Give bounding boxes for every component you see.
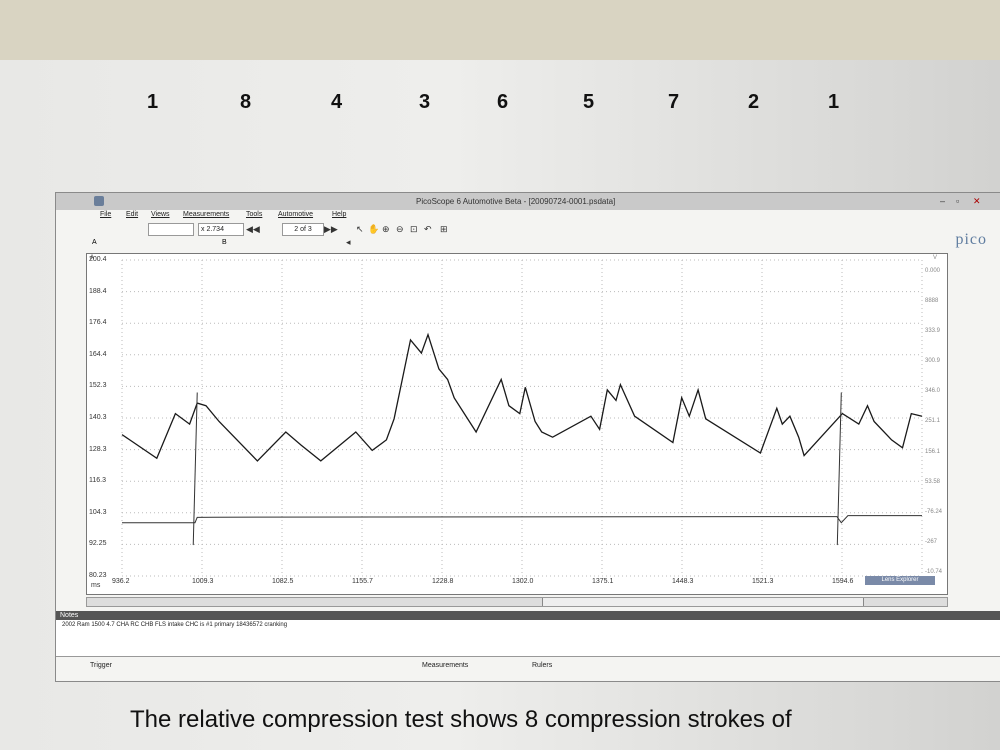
- menu-help[interactable]: Help: [332, 211, 347, 218]
- cylinder-label: 1: [147, 91, 159, 113]
- cylinder-label: 4: [331, 91, 343, 113]
- channel-tool-icon[interactable]: ◂: [346, 237, 351, 247]
- undo-zoom-icon[interactable]: ↶: [424, 224, 432, 234]
- y-axis-tick-label: 140.3: [89, 414, 107, 421]
- menu-views[interactable]: Views: [151, 211, 170, 218]
- series-b-trace: [122, 515, 922, 524]
- zoom-area-icon[interactable]: ⊡: [410, 224, 418, 234]
- timebase-select[interactable]: [148, 223, 194, 236]
- hand-icon[interactable]: ✋: [368, 224, 380, 234]
- menu-bar: File Edit Views Measurements Tools Autom…: [56, 210, 1000, 221]
- horizontal-scrollbar[interactable]: [86, 597, 948, 607]
- app-icon: [94, 196, 104, 206]
- y-axis-tick-label: 164.4: [89, 350, 107, 358]
- x-axis-tick-label: 936.2: [112, 578, 130, 585]
- y-axis-tick-label: 92.25: [89, 540, 107, 548]
- x-axis-tick-label: 1521.3: [752, 578, 774, 585]
- firing-spike: [836, 392, 842, 546]
- cylinder-label: 8: [240, 91, 252, 113]
- right-axis-tick-label: 300.9: [925, 358, 941, 365]
- x-axis-tick-label: 1082.5: [272, 578, 294, 585]
- zoom-field[interactable]: x 2.734: [198, 223, 244, 236]
- menu-tools[interactable]: Tools: [246, 211, 263, 218]
- toolbar: x 2.734 ◀◀ 2 of 3 ▶▶ ↖ ✋ ⊕ ⊖ ⊡ ↶ ⊞: [56, 221, 1000, 237]
- prev-page-icon[interactable]: ◀◀: [246, 224, 260, 234]
- trigger-button[interactable]: Trigger: [90, 662, 112, 669]
- pointer-icon[interactable]: ↖: [356, 224, 364, 234]
- right-axis-tick-label: 156.1: [925, 448, 941, 455]
- cylinder-label: 7: [668, 91, 680, 113]
- notes-panel[interactable]: 2002 Ram 1500 4.7 CHA RC CHB FLS intake …: [56, 620, 1000, 657]
- scope-plot: [121, 259, 923, 577]
- cylinder-label: 5: [583, 91, 595, 113]
- close-icon[interactable]: ✕: [973, 196, 981, 206]
- x-axis-tick-label: 1302.0: [512, 578, 534, 585]
- x-axis-tick-label: 1448.3: [672, 578, 694, 585]
- y-axis-tick-label: 104.3: [89, 508, 107, 516]
- right-axis-tick-label: 251.1: [925, 418, 941, 425]
- title-bar: PicoScope 6 Automotive Beta - [20090724-…: [56, 193, 1000, 210]
- x-unit: ms: [91, 582, 101, 589]
- rulers-button[interactable]: Rulers: [532, 662, 553, 669]
- notes-text: 2002 Ram 1500 4.7 CHA RC CHB FLS intake …: [62, 622, 288, 628]
- series-a-trace: [121, 332, 923, 462]
- y-axis-tick-label: 116.3: [89, 477, 106, 485]
- firing-spike: [192, 392, 198, 546]
- y-axis-tick-label: 188.4: [89, 287, 107, 295]
- y-axis-tick-label: 200.4: [89, 256, 107, 263]
- y-unit: A: [90, 255, 95, 261]
- right-axis-tick-label: -267: [925, 538, 938, 545]
- right-axis-tick-label: 333.9: [925, 328, 941, 335]
- menu-automotive[interactable]: Automotive: [278, 211, 314, 218]
- x-axis-tick-label: 1155.7: [352, 578, 373, 585]
- window-title: PicoScope 6 Automotive Beta - [20090724-…: [416, 197, 616, 206]
- channel-a-button[interactable]: A: [92, 239, 97, 246]
- x-axis-tick-label: 1375.1: [592, 578, 614, 585]
- channel-toolbar: A B ◂: [56, 237, 1000, 251]
- zoom-out-icon[interactable]: ⊖: [396, 224, 404, 234]
- cylinder-label: 6: [497, 91, 509, 113]
- y-axis-tick-label: 152.3: [89, 382, 107, 390]
- menu-edit[interactable]: Edit: [126, 211, 139, 218]
- lens-explorer-button[interactable]: Lens Explorer: [865, 576, 935, 585]
- scope-graph[interactable]: 200.4 188.4 176.4 164.4 152.3 140.3 128.3 116.3…: [86, 253, 948, 595]
- x-axis-tick-label: 1009.3: [192, 578, 214, 585]
- menu-measurements[interactable]: Measurements: [183, 211, 230, 218]
- zoom-in-icon[interactable]: ⊕: [382, 224, 390, 234]
- right-axis-tick-label: 346.0: [925, 388, 941, 395]
- cylinder-label: 1: [828, 91, 840, 113]
- next-page-icon[interactable]: ▶▶: [324, 224, 338, 234]
- maximize-icon[interactable]: ▫: [956, 196, 960, 206]
- right-axis-tick-label: -10.74: [925, 568, 943, 575]
- y-axis-tick-label: 128.3: [89, 445, 107, 453]
- minimize-icon[interactable]: –: [940, 196, 946, 206]
- x-axis-tick-label: 1228.8: [432, 578, 454, 585]
- channel-b-button[interactable]: B: [222, 239, 227, 246]
- scroll-thumb[interactable]: [542, 598, 864, 606]
- cylinder-label: 2: [748, 91, 760, 113]
- caption-text: The relative compression test shows 8 co…: [130, 706, 792, 733]
- picoscope-window: PicoScope 6 Automotive Beta - [20090724-…: [55, 192, 1000, 682]
- pico-logo: pico: [955, 231, 987, 248]
- right-axis-tick-label: -76.24: [925, 508, 943, 515]
- y-axis-tick-label: 80.23: [89, 572, 107, 579]
- right-axis-tick-label: 8888: [925, 298, 939, 305]
- right-unit: V: [933, 255, 938, 261]
- measurements-button[interactable]: Measurements: [422, 662, 469, 669]
- menu-file[interactable]: File: [100, 211, 112, 218]
- notes-header: Notes: [56, 611, 1000, 620]
- right-axis-tick-label: 0.000: [925, 268, 941, 274]
- cylinder-label: 3: [419, 91, 431, 113]
- x-axis-tick-label: 1594.6: [832, 578, 854, 585]
- right-axis-tick-label: 53.58: [925, 478, 941, 485]
- y-axis-tick-label: 176.4: [89, 319, 107, 327]
- bottom-toolbar: Trigger Measurements Rulers: [56, 659, 1000, 673]
- zoom-fit-icon[interactable]: ⊞: [440, 224, 448, 234]
- page-field[interactable]: 2 of 3: [282, 223, 324, 236]
